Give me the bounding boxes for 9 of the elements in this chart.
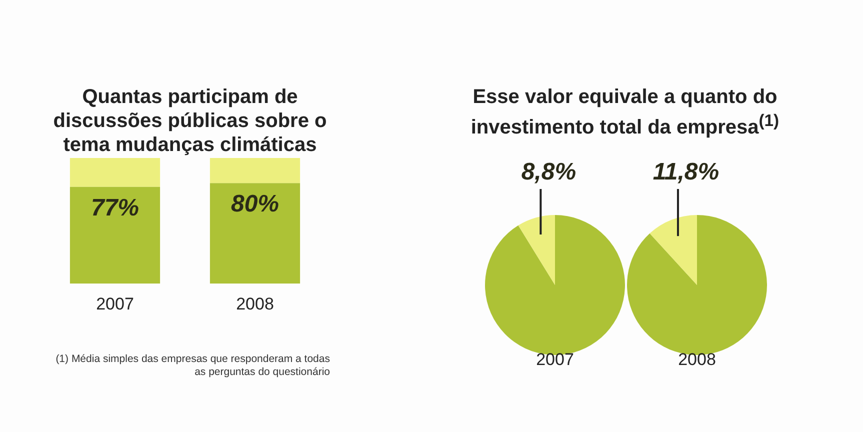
chart-title: Quantas participam de discussões públicas sobre o tema mudanças climáticas <box>52 85 328 157</box>
data-label: 11,8% <box>652 158 720 186</box>
data-label: 80% <box>230 190 280 218</box>
text: 2007 <box>535 350 575 370</box>
chart-title: Esse valor equivale a quanto do investimento total da empresa$^{(1)}$ <box>470 85 780 140</box>
text: (1) Média simples das empresas que responderam a todas as perguntas do questionário <box>55 353 330 379</box>
text: 2008 <box>677 350 717 370</box>
data-label: 77% <box>90 194 140 222</box>
data-label: 8,8% <box>521 158 576 186</box>
